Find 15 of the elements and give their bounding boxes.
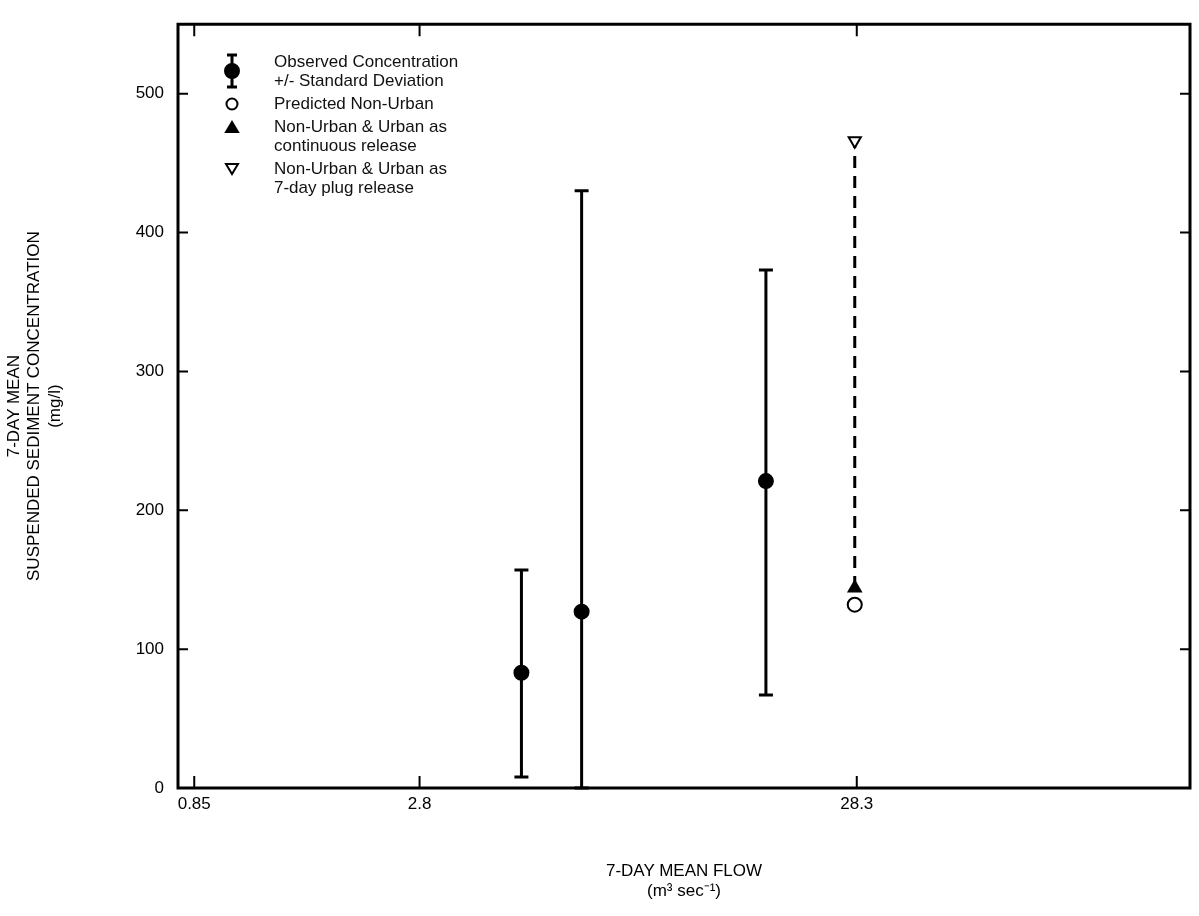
x-tick-label: 2.8 <box>407 793 432 813</box>
y-tick-label: 500 <box>135 83 164 103</box>
y-axis-title: 7-DAY MEAN SUSPENDED SEDIMENT CONCENTRATION (mg/l) <box>3 231 64 581</box>
legend-label: Non-Urban & Urban as 7-day plug release <box>274 159 447 197</box>
legend-label: Observed Concentration +/- Standard Deviation <box>274 52 459 90</box>
legend-label: Predicted Non-Urban <box>274 94 434 113</box>
y-tick-label: 0 <box>154 777 164 797</box>
x-tick-label: 28.3 <box>840 793 874 813</box>
y-tick-label: 100 <box>135 638 164 658</box>
x-tick-label: 0.85 <box>177 793 211 813</box>
legend-label: Non-Urban & Urban as continuous release <box>274 117 447 155</box>
y-tick-label: 200 <box>135 499 164 519</box>
y-tick-label: 400 <box>135 222 164 242</box>
y-tick-label: 300 <box>135 361 164 381</box>
x-axis-title: 7-DAY MEAN FLOW (m³ sec⁻¹) <box>605 861 763 901</box>
